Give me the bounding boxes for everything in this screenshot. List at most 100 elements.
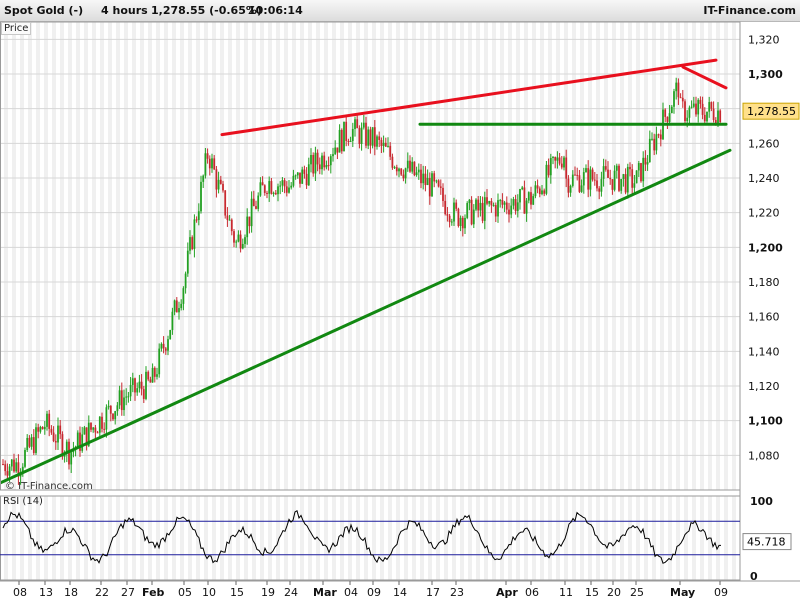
candle-body [244,237,246,244]
candle-body [378,136,381,141]
y-tick-label: 1,120 [748,380,780,393]
stripe [268,22,272,490]
x-tick-label: Apr [496,586,518,599]
candle-body [129,384,132,397]
candle-body [395,167,398,172]
candle-body [565,157,568,179]
candle-body [420,169,422,184]
stripe [620,22,624,490]
stripe [228,22,232,490]
stripe [732,496,736,580]
stripe [100,22,104,490]
candle-body [547,164,550,176]
candle-body [710,102,713,109]
stripe [284,22,288,490]
stripe [324,496,328,580]
candle-body [354,119,356,129]
stripe [260,22,264,490]
stripe [308,496,312,580]
candle-body [393,167,396,169]
chart-title-bar: Spot Gold (-) 4 hours 1,278.55 (-0.65%) … [0,0,800,22]
x-tick-label: 09 [714,586,728,599]
candle-body [409,160,411,172]
candle-body [268,181,271,194]
candle-body [292,175,295,186]
candle-body [107,405,110,408]
candle-body [283,180,286,187]
candle-body [24,450,26,467]
candle-body [30,437,33,447]
candle-body [439,186,442,188]
candle-body [618,165,620,191]
stripe [412,22,416,490]
candle-body [442,187,444,201]
candle-body [202,175,205,182]
x-tick-label: 10 [202,586,216,599]
candle-body [461,217,464,229]
stripe [380,22,384,490]
candle-body [569,185,572,193]
candle-body [536,185,539,189]
candle-body [134,378,136,393]
candle-body [182,288,185,304]
x-tick-label: 17 [426,586,440,599]
stripe [84,496,88,580]
stripe [372,22,376,490]
stripe [108,496,112,580]
candle-body [219,179,222,184]
x-tick-label: May [670,586,695,599]
candle-body [131,378,134,385]
stripe [300,22,304,490]
candle-body [708,102,711,112]
candle-body [301,169,304,184]
rsi-current-label: 45.718 [747,536,786,549]
stripe [236,496,240,580]
stripe [124,496,128,580]
stripe [492,22,496,490]
stripe [676,22,680,490]
candle-body [270,181,273,194]
stripe [628,22,632,490]
candle-body [631,169,634,188]
candle-body [554,156,557,161]
stripe [508,496,512,580]
trendline-support [0,148,732,485]
stripe [524,496,528,580]
y-tick-label: 1,260 [748,137,780,150]
stripe [540,22,544,490]
candle-body [475,199,477,210]
stripe [564,496,568,580]
stripe [724,22,728,490]
candle-body [250,198,253,227]
candle-body [505,202,508,210]
candle-body [338,129,341,153]
candle-body [519,189,521,203]
candle-body [490,201,493,206]
candle-body [94,427,97,433]
stripe [396,22,400,490]
candle-body [13,459,15,472]
stripe [724,496,728,580]
stripe [4,22,8,490]
candle-body [10,459,13,467]
candle-body [248,216,251,227]
stripe [484,496,488,580]
candle-body [261,182,264,186]
stripe [196,496,200,580]
stripe [252,22,256,490]
candle-body [321,155,323,170]
candle-body [549,157,552,176]
stripe [76,22,80,490]
candle-body [310,154,312,165]
stripe [236,22,240,490]
stripe [276,22,280,490]
candle-body [622,174,625,179]
stripe [692,496,696,580]
stripe [436,496,440,580]
candle-body [156,374,158,377]
candle-body [83,427,86,435]
stripe [52,22,56,490]
stripe [380,496,384,580]
candle-body [530,192,532,205]
candle-body [582,172,585,186]
